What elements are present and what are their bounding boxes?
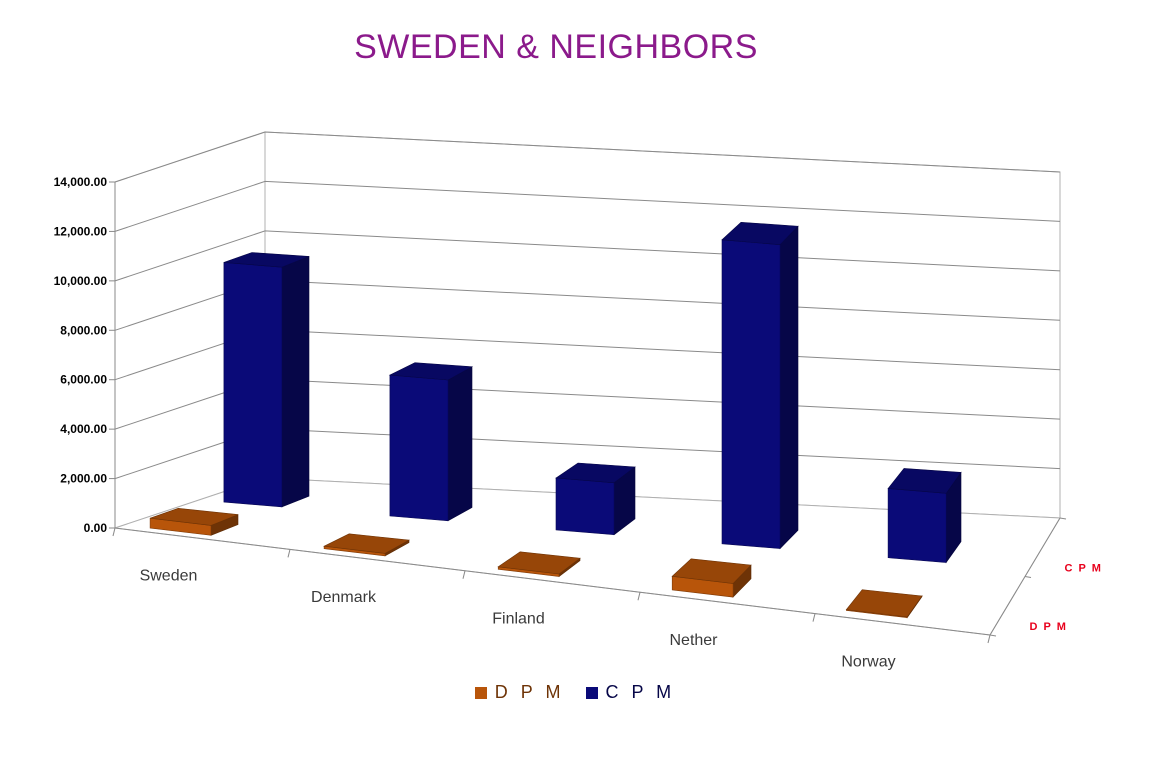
y-tick-label: 6,000.00 [60, 373, 107, 387]
bar-top [887, 468, 962, 494]
bar-top [671, 558, 752, 584]
depth-tick-mark [1059, 517, 1067, 520]
x-tick-mark [637, 592, 641, 601]
bar-top [388, 362, 474, 381]
bar-dpm-nether [671, 558, 752, 598]
x-tick-mark [112, 527, 116, 537]
bar-top [223, 252, 310, 268]
bar-front [389, 374, 449, 522]
bar-top [555, 462, 636, 484]
x-tick-label: Nether [669, 632, 718, 649]
y-tick-label: 8,000.00 [60, 323, 107, 337]
bar-cpm-finland [555, 462, 636, 536]
x-tick-mark [287, 549, 291, 558]
legend-label-dpm: D P M [494, 682, 565, 702]
x-tick-label: Sweden [140, 568, 198, 585]
x-tick-labels: Sweden Denmark Finland Nether Norway [140, 568, 896, 671]
y-tick-label: 2,000.00 [60, 472, 107, 486]
bar-dpm-finland [497, 551, 581, 578]
gridline [114, 131, 1061, 183]
bar-cpm-nether [721, 221, 799, 550]
x-tick-mark [987, 634, 991, 644]
y-tick-label: 0.00 [84, 521, 108, 535]
bar-front [555, 477, 615, 536]
legend-label-cpm: C P M [605, 682, 676, 702]
depth-tick-label: C P M [1065, 562, 1103, 574]
y-tick-label: 10,000.00 [54, 274, 108, 288]
bar-top [721, 221, 799, 246]
depth-tick-mark [1024, 576, 1032, 578]
bar-cpm-norway [887, 468, 962, 564]
legend-swatch-dpm [474, 687, 487, 699]
legend-item-cpm[interactable]: C P M [585, 682, 676, 703]
legend: D P M C P M [0, 682, 1150, 703]
y-tick-label: 12,000.00 [54, 224, 108, 238]
bar-top [150, 507, 239, 526]
bar-dpm-sweden [149, 507, 239, 536]
bar-cpm-sweden [223, 252, 310, 508]
depth-tick-mark [989, 634, 997, 637]
x-tick-label: Norway [841, 653, 895, 670]
bar-side [281, 255, 310, 508]
bar-top [497, 551, 581, 575]
bars [149, 221, 962, 619]
gridline [114, 180, 1061, 232]
x-tick-mark [462, 570, 466, 579]
bar-top [845, 589, 923, 618]
y-tick-label: 4,000.00 [60, 422, 107, 436]
chart-title: SWEDEN & NEIGHBORS [354, 28, 758, 66]
y-tick-label: 14,000.00 [54, 175, 108, 189]
bar-front [223, 262, 283, 508]
legend-item-dpm[interactable]: D P M [474, 682, 565, 703]
x-axis [114, 527, 991, 636]
bar-dpm-denmark [323, 533, 410, 557]
bar-top [323, 533, 410, 554]
bar-side [779, 225, 799, 550]
bar-side [447, 366, 473, 522]
depth-tick-label: D P M [1030, 621, 1068, 633]
x-tick-label: Denmark [311, 589, 377, 606]
x-tick-mark [812, 613, 816, 622]
depth-tick-labels: D P M C P M [1030, 562, 1103, 633]
x-tick-label: Finland [492, 611, 544, 628]
legend-swatch-cpm [585, 687, 598, 699]
back-wall [264, 131, 1061, 519]
chart-axes [109, 181, 1067, 644]
y-tick-labels: 0.00 2,000.00 4,000.00 6,000.00 8,000.00 10,0… [54, 175, 108, 535]
bar-front [887, 488, 947, 563]
bar-front [721, 239, 781, 549]
bar-cpm-denmark [388, 362, 474, 522]
bar-dpm-norway [845, 589, 923, 619]
